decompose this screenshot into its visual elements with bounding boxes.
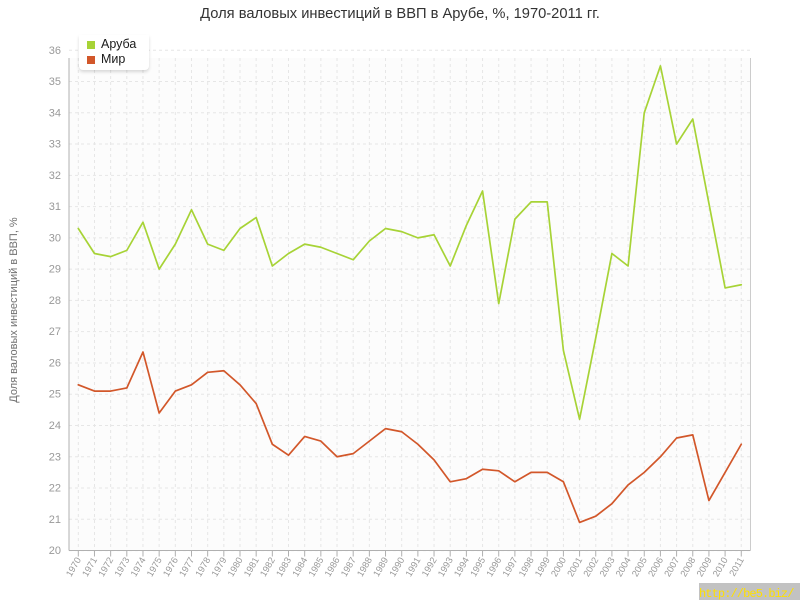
svg-text:1981: 1981	[242, 556, 261, 579]
svg-text:1999: 1999	[533, 556, 552, 579]
svg-text:30: 30	[49, 232, 61, 244]
svg-text:1973: 1973	[113, 556, 132, 579]
svg-text:2005: 2005	[630, 556, 649, 579]
svg-text:33: 33	[49, 139, 61, 151]
svg-text:1972: 1972	[96, 556, 115, 579]
svg-text:2010: 2010	[711, 556, 730, 579]
svg-text:2007: 2007	[662, 556, 681, 579]
svg-text:27: 27	[49, 326, 61, 338]
svg-text:2011: 2011	[727, 556, 746, 578]
svg-text:1977: 1977	[177, 556, 196, 579]
svg-text:1989: 1989	[371, 556, 390, 579]
svg-text:2006: 2006	[646, 556, 665, 579]
svg-text:29: 29	[49, 264, 61, 276]
svg-text:1993: 1993	[436, 556, 455, 579]
svg-text:35: 35	[49, 76, 61, 88]
svg-text:2009: 2009	[695, 556, 714, 579]
svg-text:1991: 1991	[404, 556, 423, 579]
svg-text:1971: 1971	[80, 556, 99, 579]
svg-text:1982: 1982	[258, 556, 277, 579]
svg-text:1986: 1986	[323, 556, 342, 579]
svg-text:1987: 1987	[339, 556, 358, 579]
svg-text:1995: 1995	[468, 556, 487, 579]
svg-text:1970: 1970	[64, 556, 83, 579]
svg-text:1974: 1974	[129, 556, 148, 579]
svg-text:1985: 1985	[307, 556, 326, 579]
svg-text:1992: 1992	[420, 556, 439, 579]
svg-text:2000: 2000	[549, 556, 568, 579]
svg-text:1979: 1979	[210, 556, 229, 579]
svg-text:22: 22	[49, 483, 61, 495]
svg-text:1990: 1990	[387, 556, 406, 579]
svg-text:1975: 1975	[145, 556, 164, 579]
svg-text:34: 34	[49, 107, 61, 119]
svg-text:1994: 1994	[452, 556, 471, 579]
svg-text:2001: 2001	[565, 556, 584, 579]
svg-text:2004: 2004	[614, 556, 633, 579]
svg-text:1980: 1980	[226, 556, 245, 579]
svg-text:1997: 1997	[501, 556, 520, 579]
svg-text:2003: 2003	[598, 556, 617, 579]
svg-text:21: 21	[49, 514, 61, 526]
svg-text:1976: 1976	[161, 556, 180, 579]
svg-text:32: 32	[49, 170, 61, 182]
svg-text:1988: 1988	[355, 556, 374, 579]
svg-text:23: 23	[49, 451, 61, 463]
svg-text:28: 28	[49, 295, 61, 307]
svg-text:26: 26	[49, 357, 61, 369]
svg-text:24: 24	[49, 420, 61, 432]
svg-text:1978: 1978	[193, 556, 212, 579]
svg-text:1984: 1984	[290, 556, 309, 579]
svg-text:1983: 1983	[274, 556, 293, 579]
svg-text:31: 31	[49, 201, 61, 213]
svg-text:2002: 2002	[581, 556, 600, 579]
svg-text:2008: 2008	[678, 556, 697, 579]
svg-text:25: 25	[49, 389, 61, 401]
svg-text:20: 20	[49, 545, 61, 557]
svg-text:1998: 1998	[517, 556, 536, 579]
svg-text:36: 36	[49, 45, 61, 57]
svg-text:1996: 1996	[484, 556, 503, 579]
